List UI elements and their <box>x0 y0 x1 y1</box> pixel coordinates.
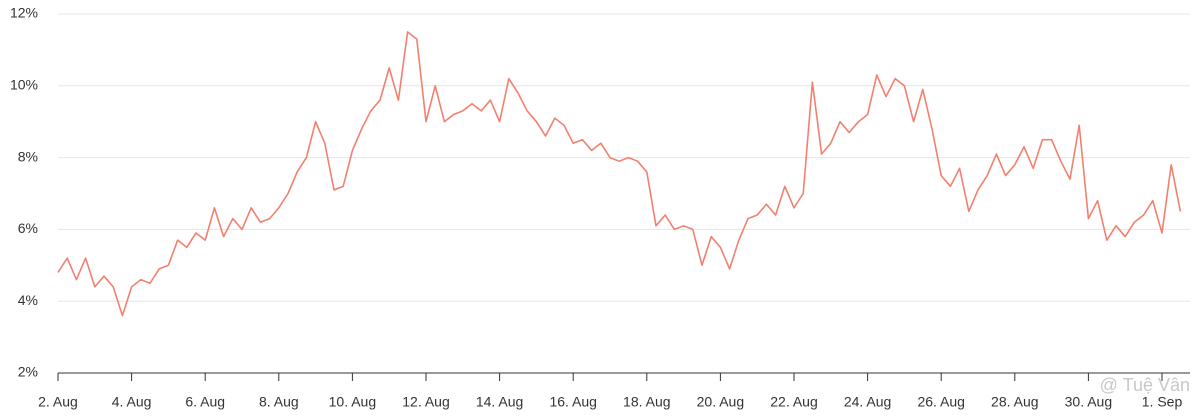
x-tick-label: 14. Aug <box>476 394 524 410</box>
x-tick-label: 26. Aug <box>917 394 965 410</box>
x-tick-label: 10. Aug <box>329 394 377 410</box>
x-tick-label: 28. Aug <box>991 394 1039 410</box>
x-tick-label: 16. Aug <box>549 394 597 410</box>
data-line <box>57 31 1182 317</box>
watermark: @ Tuệ Vân <box>1100 375 1190 395</box>
x-tick-label: 6. Aug <box>185 394 225 410</box>
x-tick-label: 4. Aug <box>112 394 152 410</box>
y-tick-label: 12% <box>10 5 38 21</box>
x-tick-label: 20. Aug <box>697 394 745 410</box>
y-tick-label: 8% <box>18 148 38 164</box>
y-tick-label: 6% <box>18 220 38 236</box>
x-tick-label: 22. Aug <box>770 394 818 410</box>
x-tick-label: 24. Aug <box>844 394 892 410</box>
y-tick-label: 2% <box>18 364 38 380</box>
x-tick-label: 2. Aug <box>38 394 78 410</box>
x-tick-label: 1. Sep <box>1142 394 1183 410</box>
x-tick-label: 8. Aug <box>259 394 299 410</box>
x-tick-label: 12. Aug <box>402 394 450 410</box>
x-tick-label: 30. Aug <box>1065 394 1113 410</box>
y-tick-label: 10% <box>10 77 38 93</box>
x-tick-label: 18. Aug <box>623 394 671 410</box>
y-tick-label: 4% <box>18 292 38 308</box>
